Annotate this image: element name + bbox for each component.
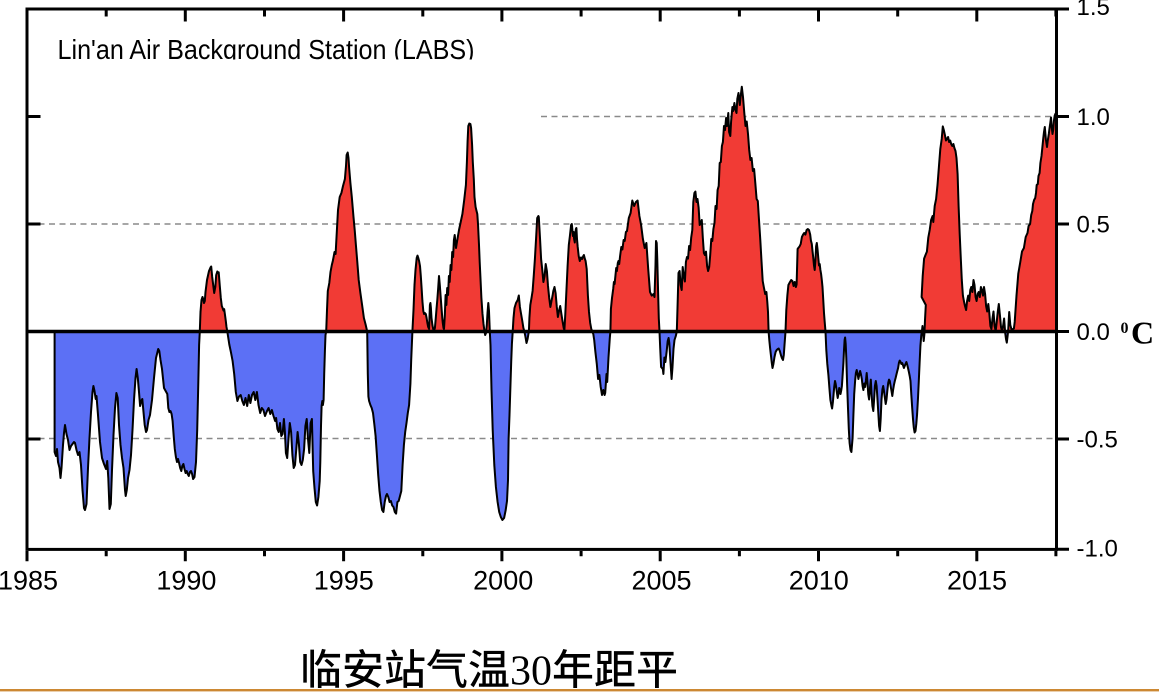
- svg-text:-1.0: -1.0: [1077, 536, 1118, 563]
- svg-text:1985: 1985: [0, 566, 58, 596]
- svg-text:0.5: 0.5: [1077, 212, 1110, 239]
- svg-text:1.5: 1.5: [1077, 0, 1110, 21]
- svg-text:2010: 2010: [789, 566, 849, 596]
- svg-text:2000: 2000: [473, 566, 533, 596]
- svg-text:Lin'an Air Background Station: Lin'an Air Background Station (LABS): [58, 34, 475, 65]
- svg-text:2015: 2015: [947, 566, 1007, 596]
- svg-text:0.0: 0.0: [1077, 319, 1110, 346]
- svg-text:1990: 1990: [156, 566, 216, 596]
- svg-text:-0.5: -0.5: [1077, 427, 1118, 454]
- svg-text:1.0: 1.0: [1077, 104, 1110, 131]
- svg-text:2005: 2005: [631, 566, 691, 596]
- svg-text:0: 0: [1121, 320, 1129, 337]
- svg-text:30: 30: [510, 649, 552, 695]
- svg-text:C: C: [1131, 315, 1154, 351]
- svg-text:1995: 1995: [314, 566, 374, 596]
